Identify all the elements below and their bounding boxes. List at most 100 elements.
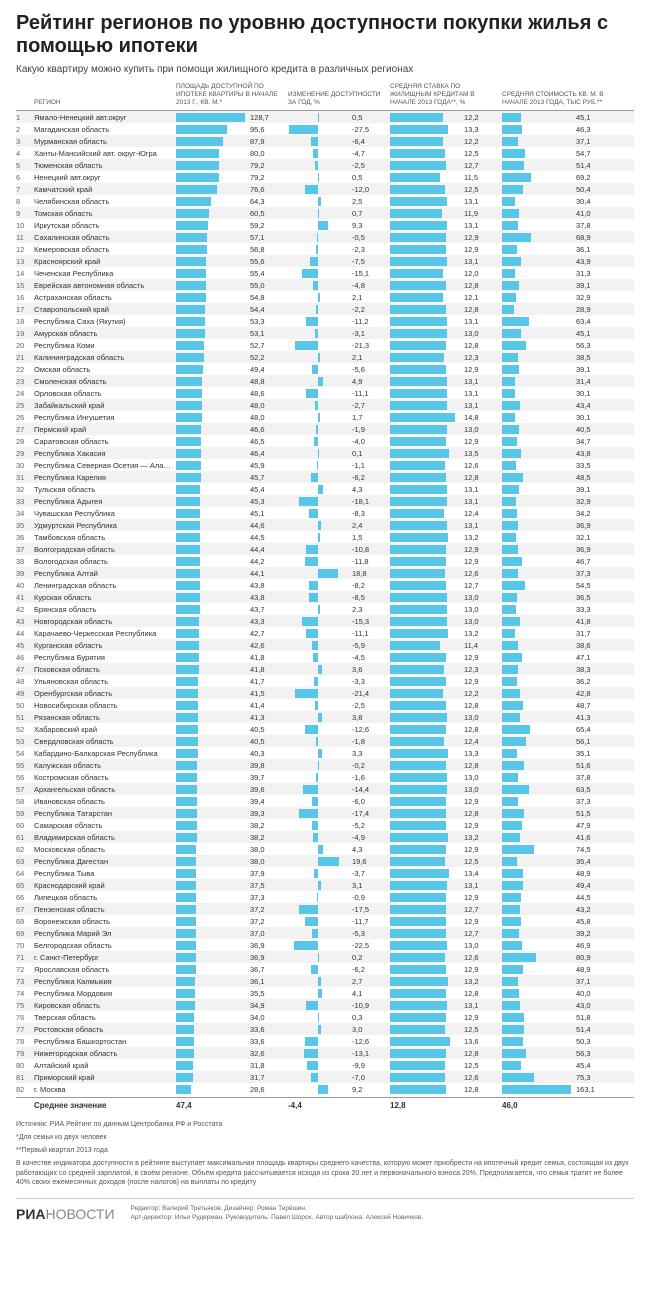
region-name: Республика Саха (Якутия) xyxy=(34,317,174,326)
rate-cell: 12,8 xyxy=(390,1047,500,1059)
rank: 5 xyxy=(16,161,32,170)
rank: 64 xyxy=(16,869,32,878)
area-cell: 32,6 xyxy=(176,1047,286,1059)
rate-cell: 12,7 xyxy=(390,927,500,939)
cost-cell: 36,9 xyxy=(502,543,622,555)
region-name: Хабаровский край xyxy=(34,725,174,734)
cost-cell: 51,6 xyxy=(502,759,622,771)
region-name: Брянская область xyxy=(34,605,174,614)
table-row: 63Республика Дагестан 38,0 19,6 12,5 35,… xyxy=(16,855,634,867)
rank: 2 xyxy=(16,125,32,134)
rank: 69 xyxy=(16,929,32,938)
table-row: 30Республика Северная Осетия — Алания 45… xyxy=(16,459,634,471)
region-name: Псковская область xyxy=(34,665,174,674)
table-row: 17Ставропольский край 54,4 -2,2 12,8 28,… xyxy=(16,303,634,315)
rate-cell: 13,6 xyxy=(390,1035,500,1047)
area-cell: 46,6 xyxy=(176,423,286,435)
table-row: 56Костромская область 39,7 -1,6 13,0 37,… xyxy=(16,771,634,783)
cost-cell: 46,9 xyxy=(502,939,622,951)
area-cell: 53,3 xyxy=(176,315,286,327)
table-row: 34Чувашская Республика 45,1 -8,3 12,4 34… xyxy=(16,507,634,519)
area-cell: 37,2 xyxy=(176,903,286,915)
table-row: 40Ленинградская область 43,8 -8,2 12,7 5… xyxy=(16,579,634,591)
change-cell: -0,5 xyxy=(288,231,388,243)
table-row: 41Курская область 43,8 -8,5 13,0 36,5 xyxy=(16,591,634,603)
rate-cell: 11,5 xyxy=(390,171,500,183)
rank: 60 xyxy=(16,821,32,830)
table-row: 57Архангельская область 39,6 -14,4 13,0 … xyxy=(16,783,634,795)
rank: 21 xyxy=(16,353,32,362)
region-name: Приморский край xyxy=(34,1073,174,1082)
rate-cell: 13,2 xyxy=(390,975,500,987)
cost-cell: 65,4 xyxy=(502,723,622,735)
col-region: РЕГИОН xyxy=(34,99,174,107)
area-cell: 37,5 xyxy=(176,879,286,891)
change-cell: -12,6 xyxy=(288,723,388,735)
rate-cell: 13,1 xyxy=(390,999,500,1011)
area-cell: 80,0 xyxy=(176,147,286,159)
area-cell: 34,9 xyxy=(176,999,286,1011)
rate-cell: 12,9 xyxy=(390,435,500,447)
change-cell: -13,1 xyxy=(288,1047,388,1059)
region-name: Ивановская область xyxy=(34,797,174,806)
rate-cell: 12,3 xyxy=(390,663,500,675)
rank: 56 xyxy=(16,773,32,782)
cost-cell: 41,0 xyxy=(502,207,622,219)
cost-cell: 35,4 xyxy=(502,855,622,867)
region-name: Воронежская область xyxy=(34,917,174,926)
area-cell: 37,2 xyxy=(176,915,286,927)
area-cell: 54,4 xyxy=(176,303,286,315)
cost-cell: 34,2 xyxy=(502,507,622,519)
change-cell: -1,6 xyxy=(288,771,388,783)
rate-cell: 13,1 xyxy=(390,195,500,207)
change-cell: 0,1 xyxy=(288,447,388,459)
region-name: Амурская область xyxy=(34,329,174,338)
cost-cell: 80,9 xyxy=(502,951,622,963)
rank: 41 xyxy=(16,593,32,602)
rate-cell: 13,1 xyxy=(390,483,500,495)
change-cell: -18,1 xyxy=(288,495,388,507)
table-row: 50Новосибирская область 41,4 -2,5 12,8 4… xyxy=(16,699,634,711)
cost-cell: 45,4 xyxy=(502,1059,622,1071)
cost-cell: 43,2 xyxy=(502,903,622,915)
area-cell: 38,0 xyxy=(176,843,286,855)
table-row: 9Томская область 60,5 0,7 11,9 41,0 xyxy=(16,207,634,219)
table-row: 38Вологодская область 44,2 -11,8 12,9 46… xyxy=(16,555,634,567)
region-name: Свердловская область xyxy=(34,737,174,746)
rate-cell: 12,7 xyxy=(390,903,500,915)
summary-row: Среднее значение 47,4 -4,4 12,8 46,0 xyxy=(16,1097,634,1110)
change-cell: 1,7 xyxy=(288,411,388,423)
region-name: Ленинградская область xyxy=(34,581,174,590)
rank: 18 xyxy=(16,317,32,326)
table-row: 74Республика Мордовия 35,5 4,1 12,8 40,0 xyxy=(16,987,634,999)
rate-cell: 12,2 xyxy=(390,687,500,699)
table-row: 61Владимирская область 38,2 -4,9 13,2 41… xyxy=(16,831,634,843)
region-name: Тверская область xyxy=(34,1013,174,1022)
region-name: Ненецкий авт.округ xyxy=(34,173,174,182)
table-row: 28Саратовская область 46,5 -4,0 12,9 34,… xyxy=(16,435,634,447)
rank: 50 xyxy=(16,701,32,710)
rank: 24 xyxy=(16,389,32,398)
summary-cost: 46,0 xyxy=(502,1101,622,1110)
cost-cell: 40,5 xyxy=(502,423,622,435)
rank: 80 xyxy=(16,1061,32,1070)
region-name: Иркутская область xyxy=(34,221,174,230)
rate-cell: 12,9 xyxy=(390,1011,500,1023)
cost-cell: 54,5 xyxy=(502,579,622,591)
cost-cell: 32,9 xyxy=(502,495,622,507)
rank: 47 xyxy=(16,665,32,674)
change-cell: -3,1 xyxy=(288,327,388,339)
region-name: Владимирская область xyxy=(34,833,174,842)
rate-cell: 13,0 xyxy=(390,603,500,615)
rate-cell: 13,1 xyxy=(390,879,500,891)
rate-cell: 13,2 xyxy=(390,831,500,843)
table-row: 11Сахалинская область 57,1 -0,5 12,9 68,… xyxy=(16,231,634,243)
page-title: Рейтинг регионов по уровню доступности п… xyxy=(16,12,634,58)
cost-cell: 51,4 xyxy=(502,1023,622,1035)
rank: 8 xyxy=(16,197,32,206)
table-row: 82г. Москва 28,6 9,2 12,8 163,1 xyxy=(16,1083,634,1095)
rate-cell: 13,1 xyxy=(390,387,500,399)
area-cell: 45,9 xyxy=(176,459,286,471)
area-cell: 36,1 xyxy=(176,975,286,987)
region-name: Еврейская автономная область xyxy=(34,281,174,290)
